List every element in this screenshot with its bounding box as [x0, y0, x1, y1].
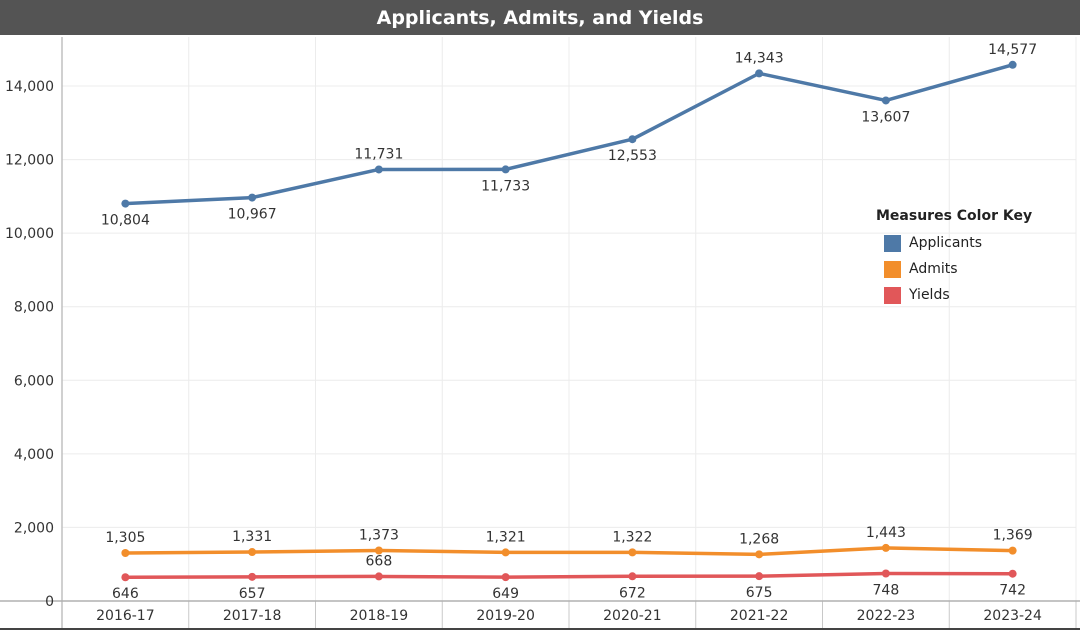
legend-swatch [884, 286, 901, 304]
data-point-applicants[interactable] [374, 165, 383, 174]
series-group [121, 60, 1017, 582]
data-label-admits: 1,305 [105, 530, 145, 546]
series-line-applicants [125, 63, 1014, 206]
data-label-admits: 1,322 [612, 529, 652, 545]
data-label-admits: 1,268 [739, 531, 779, 547]
data-point-applicants[interactable] [248, 193, 257, 202]
legend-items: Applicants Admits Yields [876, 230, 1046, 308]
legend-item-applicants[interactable]: Applicants [876, 230, 1046, 256]
y-tick-label: 10,000 [5, 226, 54, 242]
data-point-applicants[interactable] [628, 135, 637, 144]
data-label-applicants: 10,804 [101, 213, 150, 229]
data-point-admits[interactable] [881, 543, 890, 552]
axes [0, 37, 1080, 630]
data-label-yields: 649 [492, 586, 519, 602]
data-label-admits: 1,373 [359, 527, 399, 543]
y-tick-label: 4,000 [14, 447, 54, 463]
series-line-yields [125, 571, 1013, 579]
legend-label: Admits [909, 261, 958, 277]
x-tick-label: 2018-19 [350, 608, 409, 624]
data-label-yields: 748 [873, 582, 900, 598]
x-tick-label: 2022-23 [857, 608, 916, 624]
data-point-applicants[interactable] [755, 69, 764, 78]
legend-label: Yields [909, 287, 950, 303]
data-label-admits: 1,321 [486, 529, 526, 545]
data-point-yields[interactable] [1008, 569, 1017, 578]
data-label-yields: 646 [112, 586, 139, 602]
y-tick-label: 6,000 [14, 373, 54, 389]
legend: Measures Color Key Applicants Admits Yield… [876, 208, 1046, 308]
legend-label: Applicants [909, 235, 983, 251]
data-label-yields: 657 [239, 586, 266, 602]
y-tick-label: 12,000 [5, 153, 54, 169]
data-point-admits[interactable] [374, 546, 383, 555]
data-point-yields[interactable] [374, 572, 383, 581]
data-point-yields[interactable] [501, 573, 510, 582]
y-tick-label: 0 [45, 594, 54, 610]
data-point-admits[interactable] [755, 550, 764, 559]
data-label-yields: 675 [746, 585, 773, 601]
legend-item-yields[interactable]: Yields [876, 282, 1046, 308]
data-point-yields[interactable] [755, 572, 764, 581]
chart-title: Applicants, Admits, and Yields [0, 0, 1080, 35]
y-tick-label: 2,000 [14, 520, 54, 536]
legend-swatch [884, 234, 901, 252]
y-axis-ticks: 0 2,000 4,000 6,000 8,000 10,000 12,000 14,000 [5, 79, 54, 610]
legend-title: Measures Color Key [876, 208, 1033, 224]
x-tick-label: 2016-17 [96, 608, 155, 624]
data-label-admits: 1,443 [866, 525, 906, 541]
legend-item-admits[interactable]: Admits [876, 256, 1046, 282]
data-point-yields[interactable] [881, 569, 890, 578]
data-point-applicants[interactable] [121, 199, 130, 208]
data-label-yields: 672 [619, 585, 646, 601]
data-point-admits[interactable] [121, 548, 130, 557]
x-tick-label: 2021-22 [730, 608, 789, 624]
grid-lines [61, 37, 1077, 601]
data-point-admits[interactable] [501, 548, 510, 557]
data-label-applicants: 14,577 [988, 42, 1037, 58]
data-point-applicants[interactable] [881, 96, 890, 105]
data-point-yields[interactable] [248, 572, 257, 581]
data-label-yields: 668 [366, 553, 393, 569]
data-label-yields: 742 [999, 583, 1026, 599]
legend-swatch [884, 260, 901, 278]
x-tick-label: 2023-24 [983, 608, 1042, 624]
x-tick-label: 2017-18 [223, 608, 282, 624]
y-tick-label: 14,000 [5, 79, 54, 95]
y-tick-label: 8,000 [14, 300, 54, 316]
data-point-admits[interactable] [248, 548, 257, 557]
data-point-admits[interactable] [628, 548, 637, 557]
x-tick-label: 2020-21 [603, 608, 662, 624]
data-labels: 10,804 10,967 11,731 11,733 12,553 14,343 13,6… [101, 42, 1037, 602]
data-label-applicants: 10,967 [228, 207, 277, 223]
data-point-applicants[interactable] [1008, 60, 1017, 69]
data-label-applicants: 11,731 [354, 146, 403, 162]
data-point-admits[interactable] [1008, 546, 1017, 555]
data-label-applicants: 12,553 [608, 148, 657, 164]
data-label-applicants: 11,733 [481, 178, 530, 194]
data-point-yields[interactable] [121, 573, 130, 582]
data-label-applicants: 14,343 [735, 50, 784, 66]
data-point-applicants[interactable] [501, 165, 510, 174]
data-label-admits: 1,369 [993, 528, 1033, 544]
x-axis-ticks: 2016-17 2017-18 2018-19 2019-20 2020-21 2021-… [96, 608, 1042, 624]
data-point-yields[interactable] [628, 572, 637, 581]
data-label-admits: 1,331 [232, 529, 272, 545]
series-line-admits [125, 546, 1013, 557]
data-label-applicants: 13,607 [861, 109, 910, 125]
x-tick-label: 2019-20 [476, 608, 535, 624]
